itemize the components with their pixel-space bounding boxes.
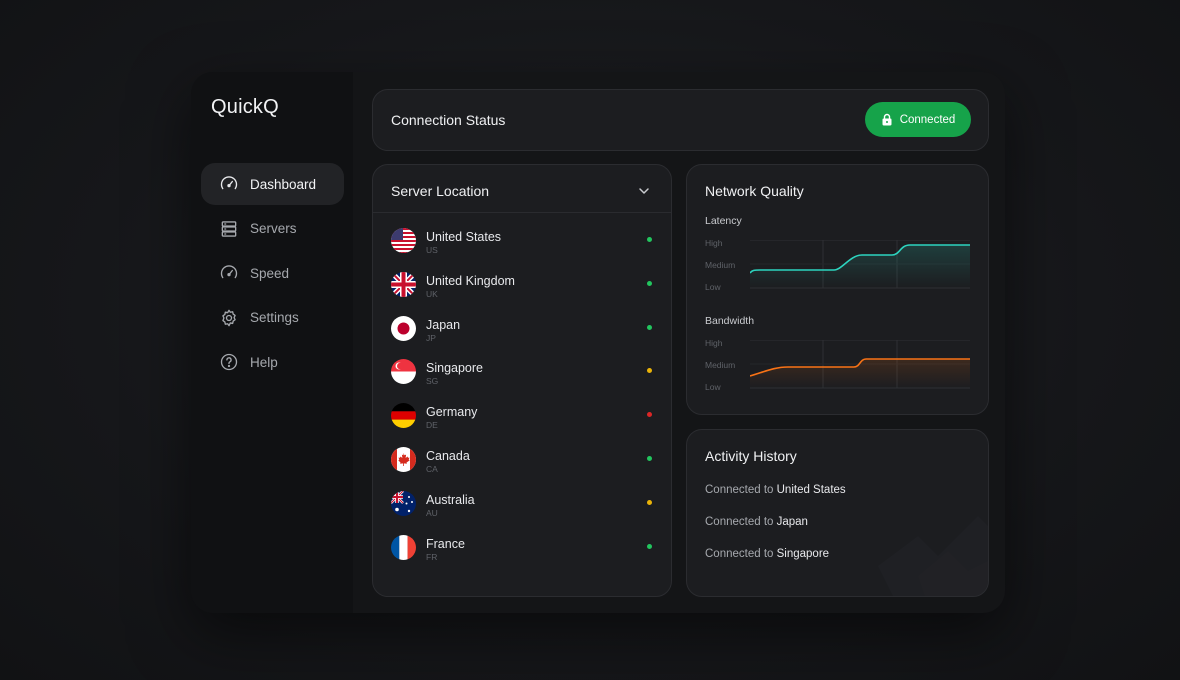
server-location-header[interactable]: Server Location [373, 165, 671, 213]
bandwidth-level-medium: Medium [705, 360, 736, 370]
bandwidth-label: Bandwidth [705, 315, 755, 327]
network-quality-card: Network Quality Latency High Medium Low … [686, 164, 989, 415]
status-dot [647, 324, 652, 330]
server-row-au[interactable]: Australia AU [373, 489, 671, 533]
connected-button[interactable]: Connected [865, 102, 971, 137]
activity-item[interactable]: Connected to Singapore [705, 548, 829, 560]
country-name: United States [426, 230, 502, 244]
country-name: Canada [426, 448, 470, 463]
server-row-sg[interactable]: Singapore SG [373, 357, 671, 401]
country-code: DE [426, 420, 438, 431]
sidebar-item-label: Servers [250, 221, 297, 236]
gear-icon [219, 308, 239, 328]
server-location-title: Server Location [391, 183, 490, 199]
latency-area [750, 245, 970, 288]
connection-status-title: Connection Status [391, 112, 506, 128]
server-row-fr[interactable]: France FR [373, 533, 671, 577]
bandwidth-area [750, 359, 970, 388]
country-name: United Kingdom [426, 273, 515, 288]
status-dot [647, 280, 652, 286]
server-row-de[interactable]: Germany DE [373, 401, 671, 445]
server-list: United States US United Kingdom UK Japan… [373, 226, 671, 576]
sidebar: QuickQ Dashboard Servers Speed [191, 72, 353, 613]
france-flag-icon [391, 534, 416, 560]
latency-level-medium: Medium [705, 260, 736, 270]
server-row-us[interactable]: United States US [373, 226, 671, 270]
app-window: QuickQ Dashboard Servers Speed [191, 72, 1005, 613]
activity-prefix: Connected to [705, 516, 774, 528]
activity-prefix: Connected to [705, 548, 774, 560]
sidebar-item-label: Dashboard [250, 176, 317, 192]
bandwidth-level-high: High [705, 338, 723, 348]
japan-flag-icon [391, 315, 416, 341]
status-dot [647, 412, 652, 418]
connected-button-label: Connected [899, 113, 956, 126]
activity-country: Singapore [776, 548, 830, 560]
decorative-pattern [878, 516, 988, 596]
country-name: Singapore [426, 361, 483, 376]
bandwidth-chart [750, 340, 970, 389]
country-name: Australia [426, 492, 475, 507]
sidebar-item-dashboard[interactable]: Dashboard [201, 163, 344, 205]
country-code: UK [426, 288, 438, 299]
latency-line [750, 244, 970, 274]
sidebar-item-servers[interactable]: Servers [201, 208, 344, 250]
connection-status-card: Connection Status Connected [372, 89, 989, 151]
germany-flag-icon [391, 403, 416, 429]
status-dot [647, 499, 652, 505]
country-code: SG [426, 376, 439, 387]
latency-level-low: Low [705, 282, 721, 292]
help-icon [219, 352, 239, 372]
latency-level-high: High [705, 238, 723, 248]
sidebar-item-label: Settings [250, 310, 299, 325]
server-row-uk[interactable]: United Kingdom UK [373, 270, 671, 314]
app-logo: QuickQ [211, 96, 279, 118]
latency-label: Latency [705, 215, 742, 227]
uk-flag-icon [391, 271, 416, 297]
activity-country: United States [776, 484, 846, 496]
status-dot [647, 237, 652, 242]
server-row-jp[interactable]: Japan JP [373, 314, 671, 358]
chevron-down-icon[interactable] [637, 184, 651, 198]
country-code: JP [426, 332, 436, 343]
bandwidth-line [750, 358, 970, 377]
status-dot [647, 455, 652, 461]
country-name: Germany [426, 405, 478, 420]
activity-item[interactable]: Connected to United States [705, 484, 846, 496]
country-code: CA [426, 463, 438, 474]
country-name: France [426, 536, 465, 551]
sidebar-item-speed[interactable]: Speed [201, 252, 344, 294]
sidebar-nav: Dashboard Servers Speed Settings [201, 163, 344, 386]
bandwidth-level-low: Low [705, 382, 721, 392]
sidebar-item-settings[interactable]: Settings [201, 297, 344, 339]
gauge-icon [219, 174, 239, 194]
country-code: US [426, 245, 438, 255]
australia-flag-icon [391, 490, 416, 516]
activity-item[interactable]: Connected to Japan [705, 516, 808, 528]
network-quality-title: Network Quality [705, 183, 804, 199]
country-name: Japan [426, 317, 461, 332]
lock-icon [882, 113, 892, 126]
activity-history-card: Activity History Connected to United Sta… [686, 429, 989, 597]
latency-chart [750, 240, 970, 289]
us-flag-icon [391, 228, 416, 253]
canada-flag-icon [391, 446, 416, 472]
country-code: FR [426, 551, 438, 562]
sidebar-item-help[interactable]: Help [201, 341, 344, 383]
status-dot [647, 368, 652, 374]
speedometer-icon [219, 263, 239, 283]
activity-country: Japan [776, 516, 808, 528]
activity-history-title: Activity History [705, 448, 797, 464]
server-row-ca[interactable]: Canada CA [373, 445, 671, 489]
singapore-flag-icon [391, 359, 416, 385]
activity-prefix: Connected to [705, 484, 774, 496]
sidebar-item-label: Speed [250, 265, 290, 281]
server-icon [219, 219, 239, 239]
sidebar-item-label: Help [250, 354, 278, 370]
server-location-card: Server Location United States US United … [372, 164, 672, 597]
status-dot [647, 543, 652, 549]
country-code: AU [426, 507, 438, 518]
